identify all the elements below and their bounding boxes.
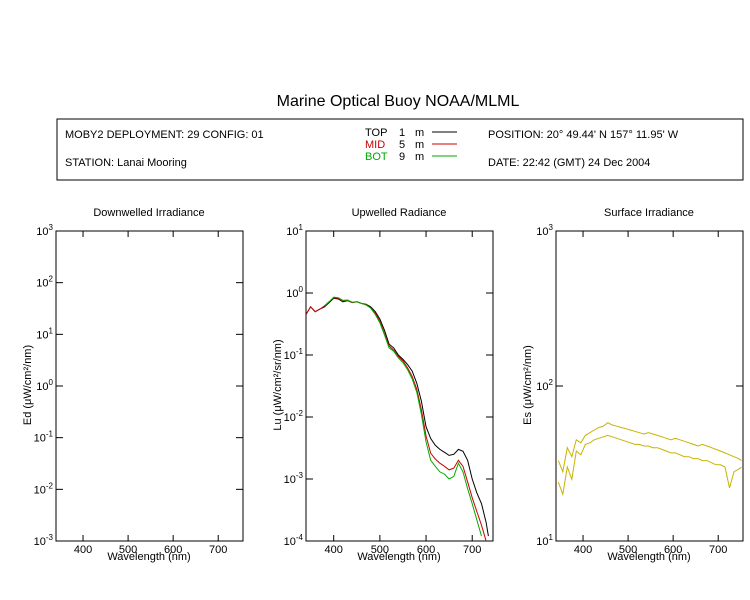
panel-lu-ytick-label: 10-2 [284, 409, 304, 424]
legend-top-depth: 1 [399, 127, 405, 139]
panel-ed: 400 500 600 700 103 102 101 100 10-1 10-2 10-3 [34, 223, 244, 556]
deployment-text: MOBY2 DEPLOYMENT: 29 CONFIG: 01 [65, 129, 264, 141]
station-text: STATION: Lanai Mooring [65, 157, 187, 169]
legend-row-mid: MID 5 m [365, 139, 457, 151]
panel-es-xtick-label: 600 [664, 544, 682, 556]
panel-es-xtick-label: 500 [619, 544, 637, 556]
legend-bot-depth: 9 [399, 151, 405, 163]
legend-mid-unit: m [415, 139, 424, 151]
panel-ed-xtick-label: 500 [119, 544, 137, 556]
panel-lu-xtick-label: 700 [463, 544, 481, 556]
panel-lu-ytick-label: 10-1 [284, 347, 304, 362]
legend-bot-name: BOT [365, 151, 388, 163]
panel-lu-ytick-label: 101 [286, 223, 303, 238]
legend-top-name: TOP [365, 127, 387, 139]
panel-lu-xtick-label: 600 [417, 544, 435, 556]
panel-ed-ytick-label: 101 [36, 326, 53, 341]
panel-ed-xlabel: Wavelength (nm) [107, 551, 190, 563]
panel-es-title: Surface Irradiance [604, 207, 694, 219]
panel-lu-series-bot [324, 296, 482, 537]
panel-lu-title: Upwelled Radiance [352, 207, 447, 219]
panel-es-xtick-label: 700 [709, 544, 727, 556]
legend-mid-depth: 5 [399, 139, 405, 151]
panel-ed-frame [55, 230, 244, 542]
panel-es-ylabel: Es (μW/cm²/nm) [522, 345, 534, 425]
position-text: POSITION: 20° 49.44' N 157° 11.95' W [488, 129, 679, 141]
panel-lu: 400 500 600 700 101 100 10-1 10-2 10-3 10-4 [284, 223, 494, 556]
panel-lu-xtick-label: 500 [371, 544, 389, 556]
panel-ed-xtick-label: 400 [74, 544, 92, 556]
panel-lu-series-mid [306, 297, 487, 541]
panel-es-ytick-label: 101 [536, 533, 553, 548]
panel-lu-ylabel: Lu (μW/cm²/sr/nm) [272, 339, 284, 430]
date-text: DATE: 22:42 (GMT) 24 Dec 2004 [488, 157, 650, 169]
panel-lu-series-top [306, 297, 489, 537]
panel-ed-ytick-label: 100 [36, 378, 53, 393]
panel-es-series-es-1 [557, 422, 742, 474]
legend-row-top: TOP 1 m [365, 127, 457, 139]
panel-ed-xtick-label: 700 [209, 544, 227, 556]
panel-es-xlabel: Wavelength (nm) [607, 551, 690, 563]
panel-lu-frame [305, 230, 494, 542]
panel-lu-ytick-label: 10-3 [284, 471, 304, 486]
panel-ed-ylabel: Ed (μW/cm²/nm) [22, 345, 34, 425]
panel-ed-ytick-label: 10-3 [34, 533, 54, 548]
panel-ed-ytick-label: 103 [36, 223, 53, 238]
panel-es-ytick-label: 103 [536, 223, 553, 238]
legend-top-unit: m [415, 127, 424, 139]
info-box [56, 118, 744, 181]
legend-row-bot: BOT 9 m [365, 151, 457, 163]
panel-lu-ytick-label: 10-4 [284, 533, 304, 548]
panel-ed-ytick-label: 10-2 [34, 481, 54, 496]
panel-es-xtick-label: 400 [574, 544, 592, 556]
panel-ed-ytick-label: 10-1 [34, 430, 54, 445]
panel-es-ytick-label: 102 [536, 378, 553, 393]
panel-es: 400 500 600 700 103 102 101 [536, 223, 744, 556]
panel-ed-xtick-label: 600 [164, 544, 182, 556]
legend-bot-unit: m [415, 151, 424, 163]
panel-lu-ytick-label: 100 [286, 285, 303, 300]
panel-ed-title: Downwelled Irradiance [93, 207, 204, 219]
page-title: Marine Optical Buoy NOAA/MLML [277, 93, 520, 110]
panel-ed-ytick-label: 102 [36, 275, 53, 290]
panel-es-series-es-2 [557, 434, 742, 497]
panel-lu-xlabel: Wavelength (nm) [357, 551, 440, 563]
panel-lu-xtick-label: 400 [325, 544, 343, 556]
legend-mid-name: MID [365, 139, 385, 151]
panel-es-frame [555, 230, 744, 542]
